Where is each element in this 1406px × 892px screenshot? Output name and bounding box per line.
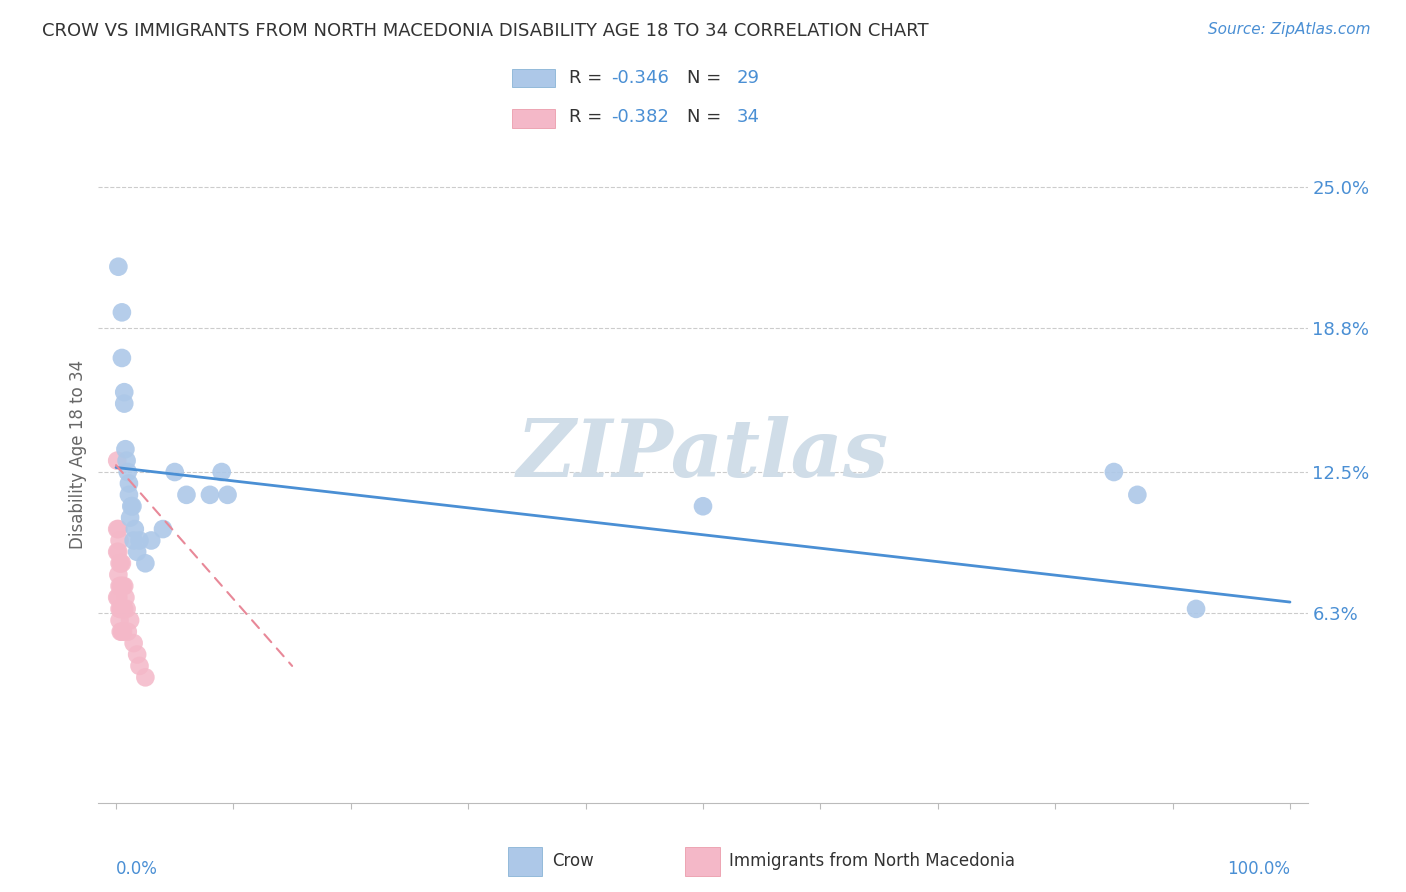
Text: N =: N = <box>688 69 727 87</box>
Point <box>112 396 135 410</box>
Point <box>217 488 239 502</box>
Point <box>198 488 221 502</box>
Point <box>692 500 714 514</box>
Text: Immigrants from North Macedonia: Immigrants from North Macedonia <box>728 852 1015 870</box>
Point <box>1126 488 1149 502</box>
Point <box>176 488 198 502</box>
Point <box>141 533 163 548</box>
Point <box>134 670 156 684</box>
Point <box>122 636 145 650</box>
Y-axis label: Disability Age 18 to 34: Disability Age 18 to 34 <box>69 360 87 549</box>
Text: -0.346: -0.346 <box>612 69 669 87</box>
Point <box>105 453 128 467</box>
Point <box>105 545 128 559</box>
Point <box>127 648 149 662</box>
Point <box>115 602 138 616</box>
Point <box>128 533 150 548</box>
Point <box>107 522 129 536</box>
Point <box>111 556 134 570</box>
Point <box>117 465 139 479</box>
Point <box>107 567 129 582</box>
Point <box>107 591 129 605</box>
Point <box>112 385 135 400</box>
Text: 29: 29 <box>737 69 761 87</box>
Point <box>120 500 142 514</box>
Point <box>112 579 135 593</box>
Point <box>211 465 233 479</box>
Text: R =: R = <box>568 69 607 87</box>
Point <box>108 613 131 627</box>
Point <box>108 556 131 570</box>
Point <box>110 579 132 593</box>
Point <box>1102 465 1125 479</box>
Text: N =: N = <box>688 109 727 127</box>
Text: 0.0%: 0.0% <box>117 860 157 878</box>
Point <box>110 602 132 616</box>
Point <box>112 579 135 593</box>
Point <box>118 476 141 491</box>
Point <box>163 465 186 479</box>
Point <box>111 602 134 616</box>
Text: 34: 34 <box>737 109 761 127</box>
Point <box>107 260 129 274</box>
FancyBboxPatch shape <box>512 110 555 128</box>
Point <box>108 533 131 548</box>
Point <box>114 591 136 605</box>
Point <box>111 579 134 593</box>
Point <box>112 602 135 616</box>
Point <box>127 545 149 559</box>
Point <box>152 522 174 536</box>
Point <box>107 545 129 559</box>
Point <box>118 488 141 502</box>
Point <box>120 613 142 627</box>
Point <box>110 624 132 639</box>
Point <box>111 305 134 319</box>
Point <box>105 522 128 536</box>
FancyBboxPatch shape <box>512 69 555 87</box>
Text: CROW VS IMMIGRANTS FROM NORTH MACEDONIA DISABILITY AGE 18 TO 34 CORRELATION CHAR: CROW VS IMMIGRANTS FROM NORTH MACEDONIA … <box>42 22 929 40</box>
Point <box>120 510 142 524</box>
Text: R =: R = <box>568 109 607 127</box>
Text: -0.382: -0.382 <box>612 109 669 127</box>
FancyBboxPatch shape <box>685 847 720 876</box>
Point <box>114 442 136 457</box>
Point <box>111 351 134 365</box>
Point <box>112 624 135 639</box>
Point <box>121 500 143 514</box>
Text: 100.0%: 100.0% <box>1227 860 1289 878</box>
Point <box>112 602 135 616</box>
Point <box>115 453 138 467</box>
Point <box>105 591 128 605</box>
Point <box>122 533 145 548</box>
Point <box>117 624 139 639</box>
Point <box>108 579 131 593</box>
Text: Crow: Crow <box>551 852 593 870</box>
Point <box>128 659 150 673</box>
Point <box>1185 602 1208 616</box>
Point <box>108 602 131 616</box>
FancyBboxPatch shape <box>508 847 543 876</box>
Point <box>111 624 134 639</box>
Text: ZIPatlas: ZIPatlas <box>517 417 889 493</box>
Point <box>110 556 132 570</box>
Text: Source: ZipAtlas.com: Source: ZipAtlas.com <box>1208 22 1371 37</box>
Point <box>134 556 156 570</box>
Point <box>124 522 146 536</box>
